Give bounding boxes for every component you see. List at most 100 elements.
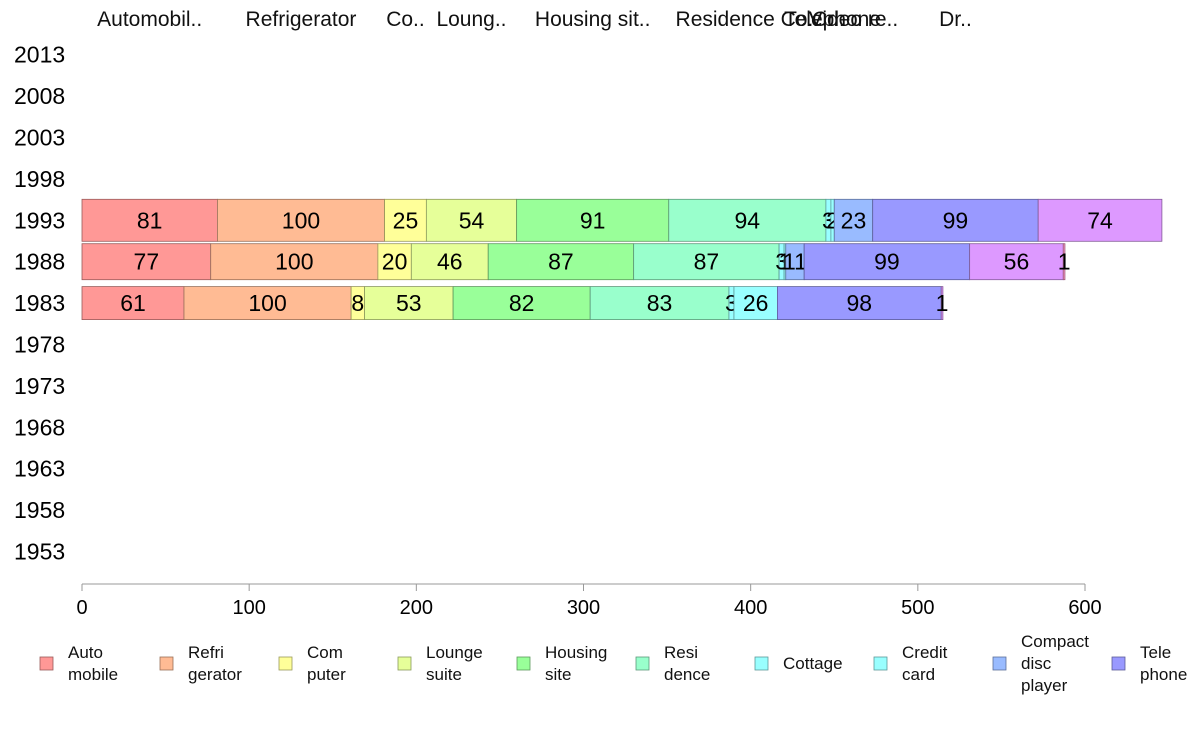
bar-segment	[833, 198, 874, 242]
legend-swatch	[397, 656, 412, 671]
data-label: 8	[351, 290, 364, 316]
y-tick-label: 1998	[14, 166, 65, 192]
data-label: 83	[647, 290, 673, 316]
legend-swatch	[635, 656, 650, 671]
y-axis: 2013 2008 2003 1998 1993 1988 1983 1978 1973 1968…	[14, 42, 65, 565]
data-label: 11	[783, 249, 807, 275]
y-tick-label: 1983	[14, 290, 65, 316]
legend-label: gerator	[188, 665, 242, 684]
legend-swatch	[992, 656, 1007, 671]
bar-segment	[668, 198, 827, 242]
data-label: 99	[874, 249, 900, 275]
top-label: Cr..	[812, 8, 845, 31]
top-label: Residence Co..	[676, 8, 820, 31]
data-label: 94	[735, 207, 761, 233]
data-label: 23	[841, 207, 867, 233]
bar-segment	[452, 286, 591, 321]
bar-segment	[589, 286, 730, 321]
top-label-group: Automobil.. Refrigerator Co.. Loung.. Housin…	[97, 8, 972, 31]
data-label: 98	[847, 290, 873, 316]
data-label: 56	[1004, 249, 1030, 275]
legend-label: Credit	[902, 643, 948, 662]
legend-label: suite	[426, 665, 462, 684]
top-label: Dr..	[939, 8, 972, 31]
top-label: Co..	[386, 8, 425, 31]
bar-segment	[81, 286, 185, 321]
x-axis: 0 100 200 300 400 500 600	[76, 583, 1102, 619]
y-tick-label: 1993	[14, 207, 65, 233]
data-label: 54	[459, 207, 485, 233]
bar-segment	[803, 243, 971, 281]
legend-label: Com	[307, 643, 343, 662]
top-label: Video re..	[809, 8, 899, 31]
data-label: 74	[1087, 207, 1113, 233]
legend-swatch	[1111, 656, 1126, 671]
legend-label: Tele	[1140, 643, 1171, 662]
x-tick-label: 0	[76, 597, 87, 619]
bar-segment	[633, 243, 780, 281]
legend-label: Cottage	[783, 654, 843, 673]
bar-segment	[210, 243, 379, 281]
data-label: 53	[396, 290, 422, 316]
bar-segment	[384, 198, 427, 242]
legend-swatch	[516, 656, 531, 671]
legend-label: site	[545, 665, 571, 684]
legend-label: mobile	[68, 665, 118, 684]
data-label: 87	[548, 249, 574, 275]
data-label: 25	[393, 207, 419, 233]
bar-segment	[969, 243, 1064, 281]
top-label: Telephone	[784, 8, 881, 31]
data-label: 82	[509, 290, 535, 316]
legend: Auto mobile Refri gerator Com puter Lounge suit…	[39, 632, 1187, 695]
data-label: 81	[137, 207, 163, 233]
data-label: 99	[943, 207, 969, 233]
top-label: Housing sit..	[535, 8, 651, 31]
y-tick-label: 1973	[14, 373, 65, 399]
data-label: 1	[936, 290, 949, 316]
y-tick-label: 1988	[14, 249, 65, 275]
legend-label: Housing	[545, 643, 607, 662]
top-label: Loung..	[436, 8, 506, 31]
bar-segment	[425, 198, 518, 242]
data-label: 1	[1058, 249, 1071, 275]
legend-swatch	[754, 656, 769, 671]
data-label: 26	[743, 290, 769, 316]
data-label: 46	[437, 249, 463, 275]
data-label: 61	[120, 290, 146, 316]
bar-segment	[1062, 243, 1066, 281]
bar-segment	[1037, 198, 1163, 242]
x-tick-label: 500	[901, 597, 934, 619]
bar-segment	[81, 198, 218, 242]
data-label: 100	[275, 249, 313, 275]
legend-label: phone	[1140, 665, 1187, 684]
data-label: 20	[382, 249, 408, 275]
data-label: 87	[694, 249, 720, 275]
y-tick-label: 2008	[14, 83, 65, 109]
legend-label: Resi	[664, 643, 698, 662]
legend-swatch	[159, 656, 174, 671]
y-tick-label: 1953	[14, 539, 65, 565]
y-tick-label: 1958	[14, 497, 65, 523]
x-tick-label: 100	[232, 597, 265, 619]
bar-segment	[516, 198, 670, 242]
data-label: 100	[248, 290, 286, 316]
y-tick-label: 1968	[14, 414, 65, 440]
legend-label: Auto	[68, 643, 103, 662]
y-tick-label: 2013	[14, 42, 65, 68]
legend-swatch	[278, 656, 293, 671]
legend-label: Refri	[188, 643, 224, 662]
bar-segment	[410, 243, 489, 281]
legend-swatch	[873, 656, 888, 671]
bar-segment	[487, 243, 635, 281]
legend-label: card	[902, 665, 935, 684]
bar-segment	[81, 243, 212, 281]
y-tick-label: 1978	[14, 332, 65, 358]
bar-segment	[872, 198, 1039, 242]
bar-segment	[377, 243, 412, 281]
top-label: Refrigerator	[246, 8, 357, 31]
data-label: 77	[134, 249, 160, 275]
legend-label: dence	[664, 665, 710, 684]
x-tick-label: 600	[1068, 597, 1101, 619]
